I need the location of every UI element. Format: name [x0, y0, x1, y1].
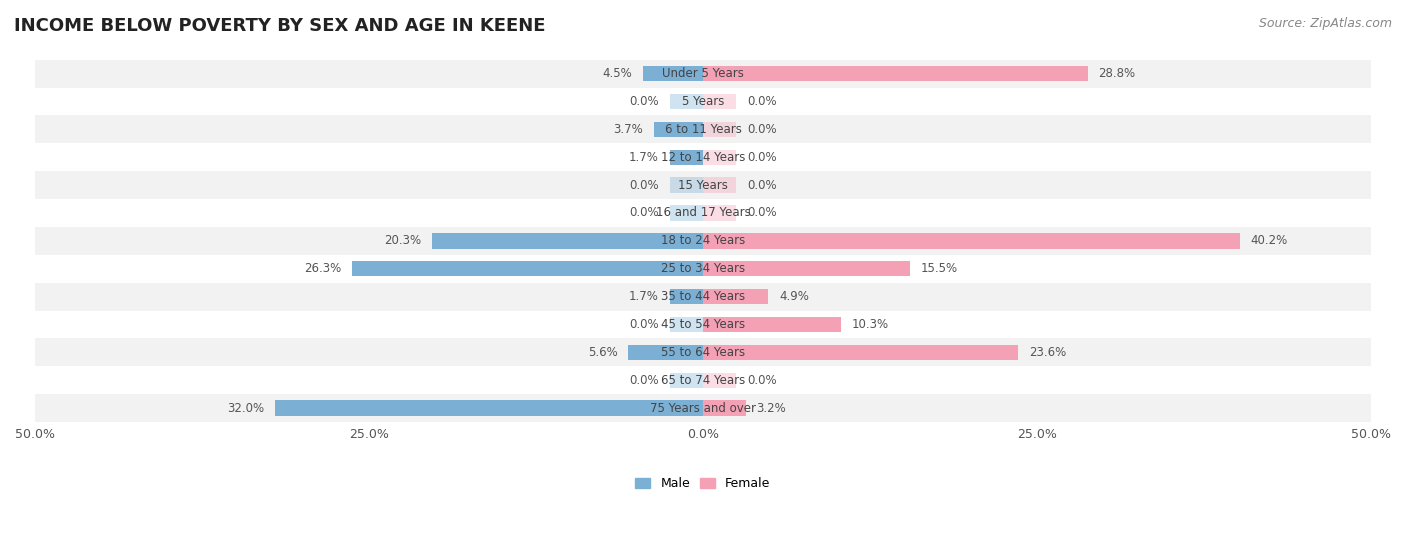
Text: 1.7%: 1.7% — [628, 151, 659, 164]
Bar — [35, 366, 1371, 394]
Text: 5.6%: 5.6% — [588, 346, 617, 359]
Bar — [669, 177, 703, 193]
Text: 0.0%: 0.0% — [630, 95, 659, 108]
Text: 3.2%: 3.2% — [756, 401, 786, 415]
Bar — [35, 255, 1371, 283]
Text: 55 to 64 Years: 55 to 64 Years — [661, 346, 745, 359]
Bar — [35, 116, 1371, 143]
Text: Source: ZipAtlas.com: Source: ZipAtlas.com — [1258, 17, 1392, 30]
Text: 0.0%: 0.0% — [747, 151, 776, 164]
Bar — [669, 205, 703, 221]
Text: 25 to 34 Years: 25 to 34 Years — [661, 262, 745, 275]
Text: 12 to 14 Years: 12 to 14 Years — [661, 151, 745, 164]
Bar — [669, 317, 703, 332]
Text: 3.7%: 3.7% — [613, 123, 643, 136]
Bar — [703, 261, 910, 276]
Bar — [35, 283, 1371, 311]
Text: 10.3%: 10.3% — [851, 318, 889, 331]
Bar — [35, 171, 1371, 199]
Bar — [276, 400, 703, 416]
Bar — [35, 394, 1371, 422]
Text: 0.0%: 0.0% — [747, 206, 776, 220]
Text: 0.0%: 0.0% — [630, 374, 659, 387]
Text: 0.0%: 0.0% — [747, 123, 776, 136]
Bar — [35, 311, 1371, 338]
Text: 20.3%: 20.3% — [384, 234, 422, 248]
Bar — [703, 400, 745, 416]
Text: 0.0%: 0.0% — [747, 95, 776, 108]
Text: 4.5%: 4.5% — [602, 67, 633, 80]
Text: 0.0%: 0.0% — [630, 179, 659, 192]
Bar — [669, 150, 703, 165]
Text: 15 Years: 15 Years — [678, 179, 728, 192]
Bar — [432, 233, 703, 249]
Bar — [35, 88, 1371, 116]
Text: INCOME BELOW POVERTY BY SEX AND AGE IN KEENE: INCOME BELOW POVERTY BY SEX AND AGE IN K… — [14, 17, 546, 35]
Text: 23.6%: 23.6% — [1029, 346, 1066, 359]
Bar — [669, 94, 703, 109]
Bar — [703, 122, 737, 137]
Text: 40.2%: 40.2% — [1251, 234, 1288, 248]
Text: 1.7%: 1.7% — [628, 290, 659, 303]
Text: Under 5 Years: Under 5 Years — [662, 67, 744, 80]
Text: 32.0%: 32.0% — [228, 401, 264, 415]
Bar — [703, 150, 737, 165]
Bar — [703, 94, 737, 109]
Bar — [35, 227, 1371, 255]
Bar — [703, 177, 737, 193]
Text: 75 Years and over: 75 Years and over — [650, 401, 756, 415]
Bar — [643, 66, 703, 81]
Text: 35 to 44 Years: 35 to 44 Years — [661, 290, 745, 303]
Bar — [654, 122, 703, 137]
Bar — [703, 66, 1088, 81]
Text: 16 and 17 Years: 16 and 17 Years — [655, 206, 751, 220]
Bar — [703, 205, 737, 221]
Text: 0.0%: 0.0% — [747, 374, 776, 387]
Bar — [703, 372, 737, 388]
Bar — [669, 289, 703, 304]
Bar — [703, 345, 1018, 360]
Bar — [703, 233, 1240, 249]
Legend: Male, Female: Male, Female — [630, 472, 776, 495]
Bar — [35, 143, 1371, 171]
Bar — [352, 261, 703, 276]
Text: 4.9%: 4.9% — [779, 290, 808, 303]
Text: 0.0%: 0.0% — [747, 179, 776, 192]
Bar — [35, 60, 1371, 88]
Text: 5 Years: 5 Years — [682, 95, 724, 108]
Bar — [703, 289, 769, 304]
Bar — [669, 372, 703, 388]
Bar — [703, 317, 841, 332]
Bar — [35, 199, 1371, 227]
Text: 18 to 24 Years: 18 to 24 Years — [661, 234, 745, 248]
Text: 0.0%: 0.0% — [630, 206, 659, 220]
Text: 65 to 74 Years: 65 to 74 Years — [661, 374, 745, 387]
Text: 15.5%: 15.5% — [921, 262, 957, 275]
Text: 28.8%: 28.8% — [1098, 67, 1136, 80]
Text: 45 to 54 Years: 45 to 54 Years — [661, 318, 745, 331]
Text: 26.3%: 26.3% — [304, 262, 340, 275]
Text: 6 to 11 Years: 6 to 11 Years — [665, 123, 741, 136]
Bar — [628, 345, 703, 360]
Text: 0.0%: 0.0% — [630, 318, 659, 331]
Bar — [35, 338, 1371, 366]
